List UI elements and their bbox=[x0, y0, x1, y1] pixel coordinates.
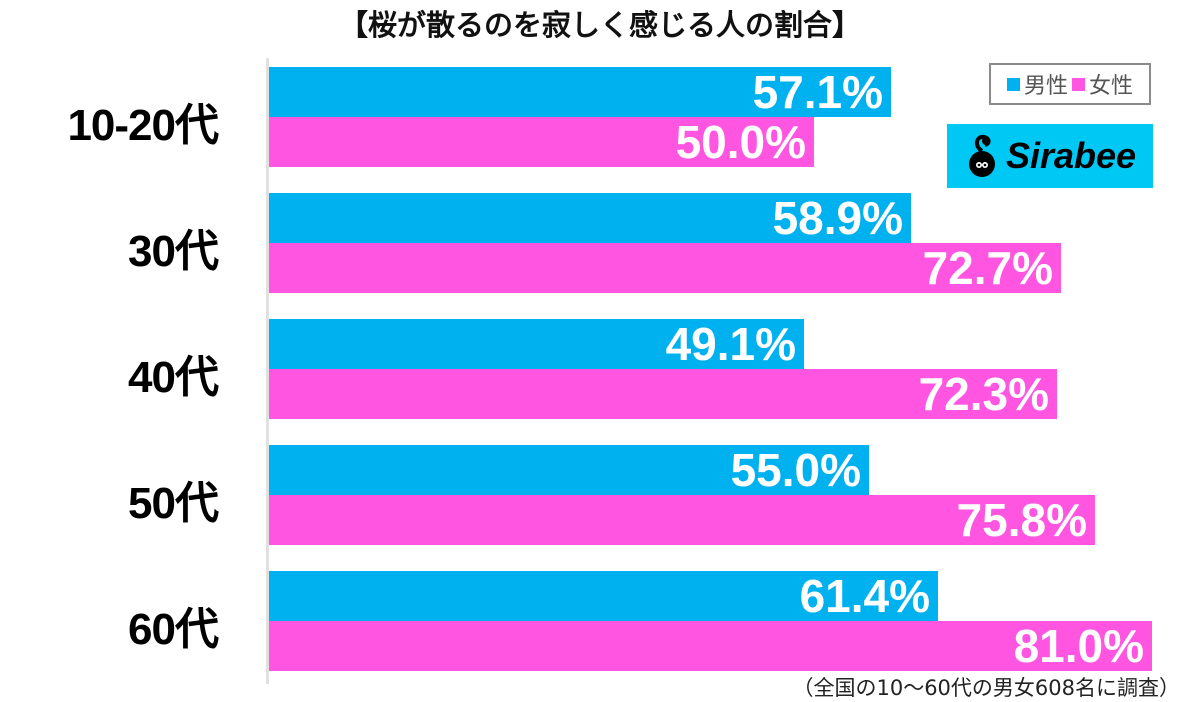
logo-text: Sirabee bbox=[1005, 135, 1137, 176]
y-axis-line bbox=[266, 58, 269, 684]
legend-swatch-female bbox=[1072, 77, 1085, 91]
bar-male: 61.4% bbox=[269, 570, 938, 622]
category-label: 10-20代 bbox=[67, 101, 219, 150]
bar-value-label: 49.1% bbox=[665, 318, 796, 370]
category-label: 30代 bbox=[128, 227, 219, 276]
bar-value-label: 75.8% bbox=[956, 494, 1087, 546]
category-label: 50代 bbox=[128, 479, 219, 528]
sirabee-mascot-icon bbox=[968, 134, 995, 177]
legend-item-male: 男性 bbox=[1006, 68, 1068, 100]
legend-item-female: 女性 bbox=[1072, 68, 1133, 100]
bar-value-label: 58.9% bbox=[772, 192, 903, 244]
bar-male: 55.0% bbox=[269, 444, 869, 496]
bar-male: 58.9% bbox=[269, 192, 911, 244]
category-label: 40代 bbox=[128, 353, 219, 402]
bar-value-label: 55.0% bbox=[730, 444, 861, 496]
bar-value-label: 61.4% bbox=[799, 570, 930, 622]
bar-value-label: 50.0% bbox=[675, 116, 806, 168]
bar-female: 75.8% bbox=[269, 494, 1095, 546]
bar-female: 50.0% bbox=[269, 116, 814, 168]
bar-male: 49.1% bbox=[269, 318, 804, 370]
bar-value-label: 57.1% bbox=[752, 66, 883, 118]
legend-swatch-male bbox=[1006, 77, 1020, 91]
bar-female: 81.0% bbox=[269, 620, 1152, 672]
category-label: 60代 bbox=[128, 605, 219, 654]
bar-value-label: 72.7% bbox=[922, 242, 1053, 294]
bar-value-label: 81.0% bbox=[1013, 620, 1144, 672]
bar-value-label: 72.3% bbox=[918, 368, 1049, 420]
bar-female: 72.3% bbox=[269, 368, 1057, 420]
chart-title: 【桜が散るのを寂しく感じる人の割合】 bbox=[338, 8, 861, 42]
footnote: （全国の10〜60代の男女608名に調査） bbox=[792, 676, 1180, 700]
legend-label-male: 男性 bbox=[1023, 74, 1068, 99]
bar-male: 57.1% bbox=[269, 66, 891, 118]
legend: 男性 女性 bbox=[989, 63, 1151, 105]
bar-female: 72.7% bbox=[269, 242, 1061, 294]
legend-label-female: 女性 bbox=[1089, 74, 1134, 99]
sirabee-logo: Sirabee bbox=[947, 124, 1153, 188]
